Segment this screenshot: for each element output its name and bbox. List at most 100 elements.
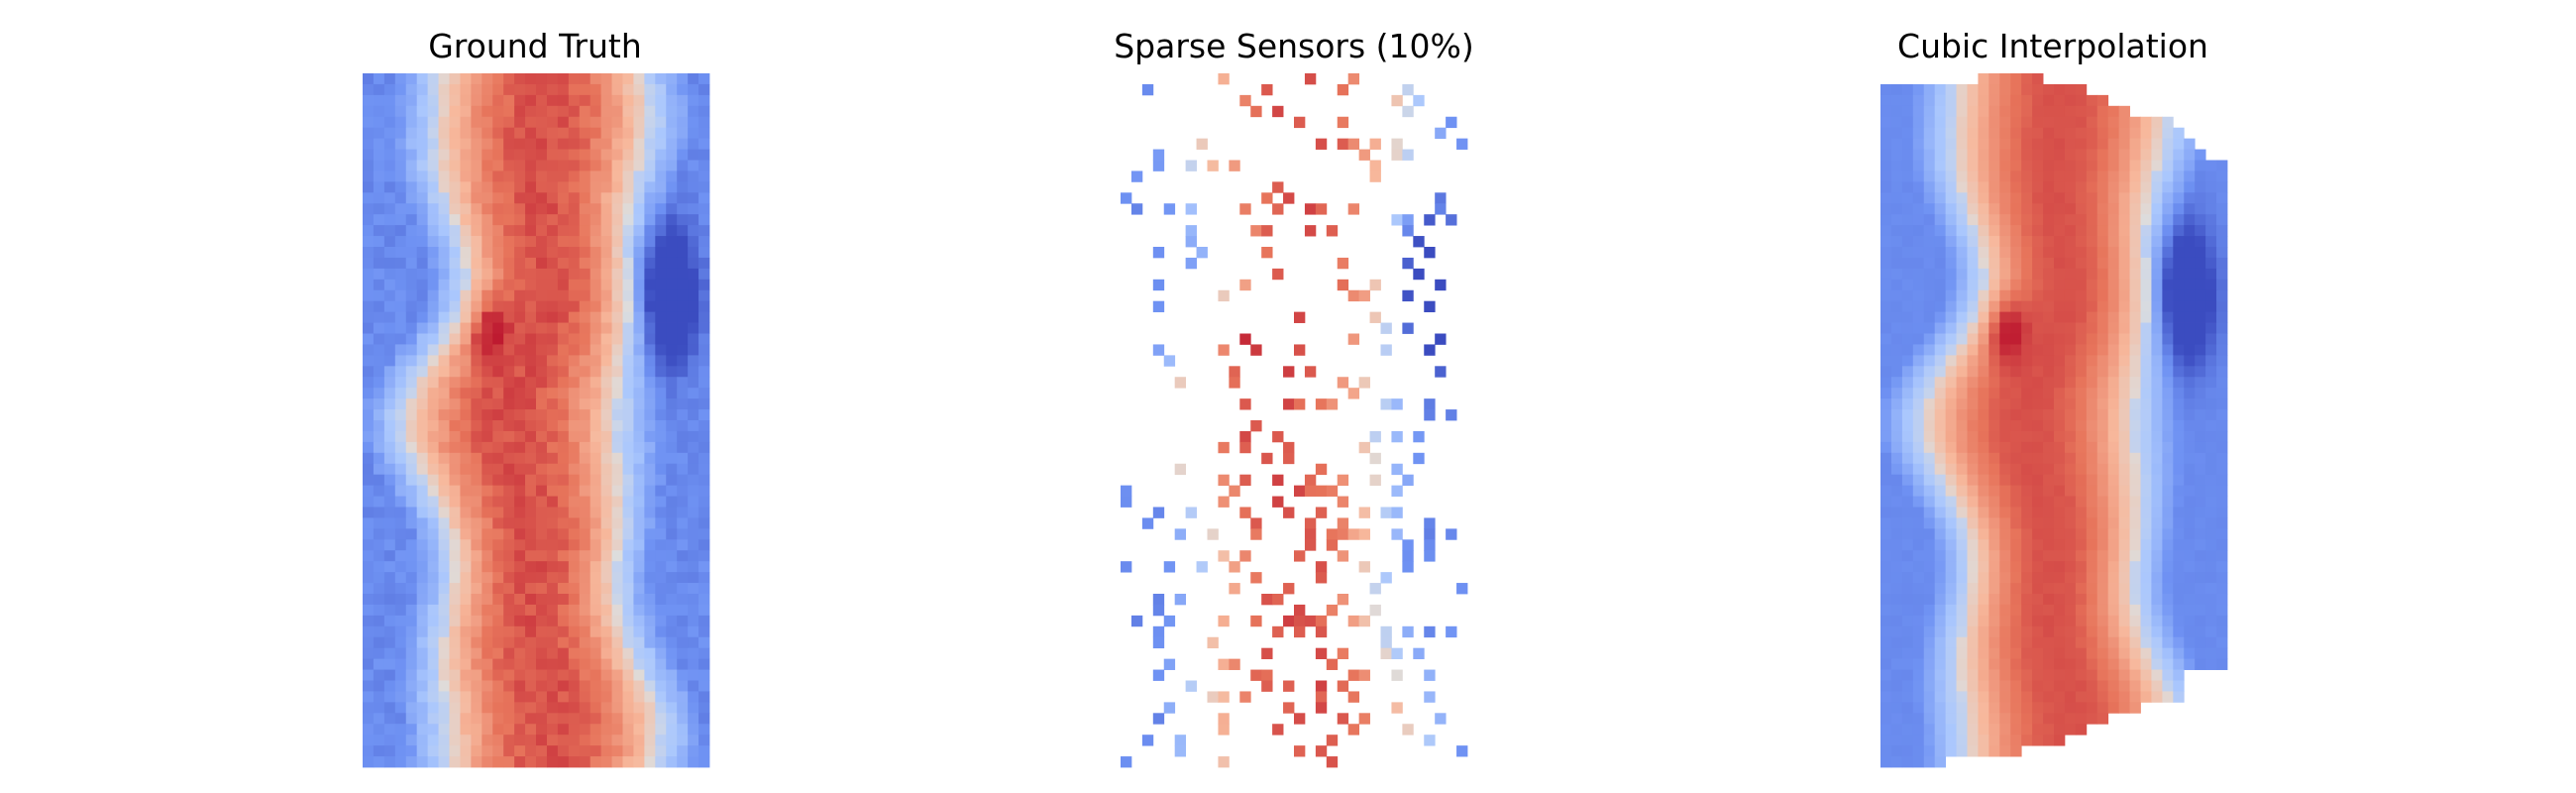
interpolated-cell: [2195, 355, 2206, 367]
heatmap-cell: [363, 496, 375, 508]
interpolated-cell: [2129, 116, 2141, 129]
interpolated-cell: [2043, 420, 2055, 432]
heatmap-cell: [688, 561, 699, 573]
heatmap-cell: [600, 474, 612, 487]
interpolated-cell: [2195, 452, 2206, 465]
interpolated-cell: [1967, 181, 1979, 193]
interpolated-cell: [2096, 680, 2109, 692]
heatmap-cell: [655, 496, 667, 508]
heatmap-cell: [579, 279, 591, 291]
heatmap-cell: [698, 636, 710, 649]
heatmap-cell: [427, 604, 439, 617]
interpolated-cell: [1945, 355, 1957, 367]
heatmap-cell: [688, 300, 699, 313]
heatmap-cell: [514, 430, 526, 443]
heatmap-cell: [611, 550, 623, 562]
heatmap-cell: [525, 507, 537, 518]
heatmap-cell: [503, 724, 515, 736]
heatmap-cell: [568, 138, 581, 150]
heatmap-cell: [373, 550, 385, 562]
interpolated-cell: [1978, 550, 1989, 562]
heatmap-cell: [590, 236, 602, 248]
interpolated-cell: [2140, 225, 2152, 237]
heatmap-cell: [568, 181, 581, 193]
heatmap-cell: [579, 658, 591, 670]
interpolated-cell: [1956, 691, 1968, 703]
interpolated-cell: [2043, 398, 2055, 410]
heatmap-cell: [492, 517, 504, 529]
heatmap-cell: [525, 463, 537, 476]
interpolated-cell: [1901, 680, 1914, 692]
interpolated-cell: [2107, 322, 2120, 334]
interpolated-cell: [2205, 398, 2217, 410]
interpolated-cell: [2086, 257, 2098, 270]
heatmap-cell: [546, 420, 559, 432]
heatmap-cell: [492, 691, 504, 703]
interpolated-cell: [1890, 507, 1903, 518]
heatmap-cell: [536, 344, 548, 356]
heatmap-cell: [363, 517, 375, 529]
interpolated-cell: [2096, 268, 2109, 281]
interpolated-cell: [2086, 691, 2098, 703]
interpolated-cell: [2184, 604, 2196, 617]
heatmap-cell: [579, 83, 591, 96]
heatmap-cell: [449, 160, 461, 171]
heatmap-cell: [590, 225, 602, 237]
interpolated-cell: [2140, 170, 2152, 182]
interpolated-cell: [2184, 452, 2196, 465]
heatmap-cell: [460, 420, 472, 432]
heatmap-cell: [644, 539, 656, 551]
interpolated-cell: [2096, 170, 2109, 182]
interpolated-cell: [2216, 192, 2228, 204]
heatmap-cell: [611, 680, 623, 692]
heatmap-cell: [449, 636, 461, 649]
interpolated-cell: [1967, 528, 1979, 540]
heatmap-cell: [557, 572, 570, 584]
interpolated-cell: [2184, 192, 2196, 204]
interpolated-cell: [2184, 594, 2196, 606]
heatmap-cell: [514, 214, 526, 226]
interpolated-cell: [2162, 550, 2174, 562]
heatmap-cell: [688, 658, 699, 670]
heatmap-cell: [373, 322, 385, 334]
interpolated-cell: [2086, 441, 2098, 454]
heatmap-cell: [383, 463, 396, 476]
heatmap-cell: [633, 279, 645, 291]
heatmap-cell: [482, 94, 493, 107]
heatmap-cell: [482, 420, 493, 432]
heatmap-cell: [557, 236, 570, 248]
interpolated-cell: [1967, 625, 1979, 638]
heatmap-cell: [644, 441, 656, 454]
interpolated-cell: [2173, 170, 2185, 182]
heatmap-cell: [503, 420, 515, 432]
interpolated-cell: [2205, 279, 2217, 291]
interpolated-cell: [2184, 225, 2196, 237]
interpolated-cell: [1890, 441, 1903, 454]
heatmap-cell: [557, 398, 570, 410]
interpolated-cell: [2205, 528, 2217, 540]
interpolated-cell: [1945, 735, 1957, 746]
interpolated-cell: [2054, 247, 2066, 259]
heatmap-cell: [449, 344, 461, 356]
heatmap-cell: [579, 615, 591, 627]
heatmap-cell: [666, 669, 678, 681]
heatmap-cell: [514, 192, 526, 204]
interpolated-cell: [1978, 311, 1989, 323]
sensor-cell: [1402, 149, 1414, 161]
interpolated-cell: [1956, 463, 1968, 476]
heatmap-cell: [427, 669, 439, 681]
heatmap-cell: [677, 311, 689, 323]
interpolated-cell: [2032, 713, 2044, 725]
interpolated-cell: [2107, 669, 2120, 681]
heatmap-cell: [460, 225, 472, 237]
heatmap-cell: [383, 430, 396, 443]
interpolated-cell: [1912, 528, 1925, 540]
heatmap-cell: [546, 691, 559, 703]
heatmap-cell: [698, 203, 710, 215]
heatmap-cell: [568, 604, 581, 617]
interpolated-cell: [2064, 311, 2077, 323]
heatmap-cell: [611, 756, 623, 768]
interpolated-cell: [2064, 604, 2077, 617]
heatmap-cell: [633, 73, 645, 85]
interpolated-cell: [2151, 474, 2163, 487]
